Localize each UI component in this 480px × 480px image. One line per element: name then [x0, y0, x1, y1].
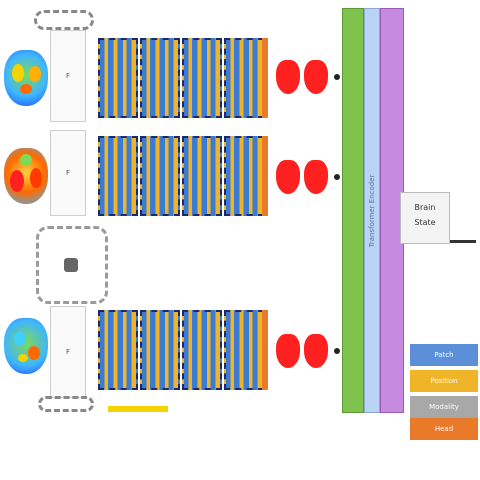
token-r3-edge [262, 310, 268, 390]
output-line-2: State [414, 218, 436, 227]
transformer-encoder-label: Transformer Encoder [368, 174, 376, 247]
feature-column-top-cap [34, 10, 94, 30]
token-r3-4 [224, 310, 264, 390]
output-line-1: Brain [414, 203, 436, 212]
brain-map-2 [4, 148, 48, 204]
legend-position: Position [410, 370, 478, 392]
token-r3-1 [98, 310, 138, 390]
token-r3-2 [140, 310, 180, 390]
brain-map-1 [4, 50, 48, 106]
ellipsis-marker [64, 258, 78, 272]
green-encoder-bar [342, 8, 364, 413]
feature-box-2: F [50, 130, 86, 216]
connector-dot [334, 174, 340, 180]
legend-head: Head [410, 418, 478, 440]
output-arrow [450, 240, 476, 243]
yellow-indicator-bar [108, 406, 168, 412]
feature-label: F [65, 72, 71, 80]
red-head-1 [276, 58, 332, 98]
legend-patch: Patch [410, 344, 478, 366]
token-r2-edge [262, 136, 268, 216]
token-r1-1 [98, 38, 138, 118]
feature-box-3: F [50, 306, 86, 398]
transformer-encoder-bar: Transformer Encoder [364, 8, 380, 413]
token-r1-3 [182, 38, 222, 118]
token-r2-3 [182, 136, 222, 216]
red-head-2 [276, 158, 332, 198]
feature-label: F [65, 169, 71, 177]
connector-dot [334, 74, 340, 80]
token-r3-3 [182, 310, 222, 390]
brain-state-output: Brain State [400, 192, 450, 244]
token-r1-edge [262, 38, 268, 118]
feature-label: F [65, 348, 71, 356]
feature-column-bottom-cap [38, 396, 94, 412]
token-r2-2 [140, 136, 180, 216]
token-r1-4 [224, 38, 264, 118]
ellipsis-group [36, 226, 108, 304]
red-head-3 [276, 332, 332, 372]
token-r2-4 [224, 136, 264, 216]
feature-box-1: F [50, 30, 86, 122]
token-r1-2 [140, 38, 180, 118]
token-r2-1 [98, 136, 138, 216]
brain-map-3 [4, 318, 48, 374]
connector-dot [334, 348, 340, 354]
legend-modality: Modality [410, 396, 478, 418]
